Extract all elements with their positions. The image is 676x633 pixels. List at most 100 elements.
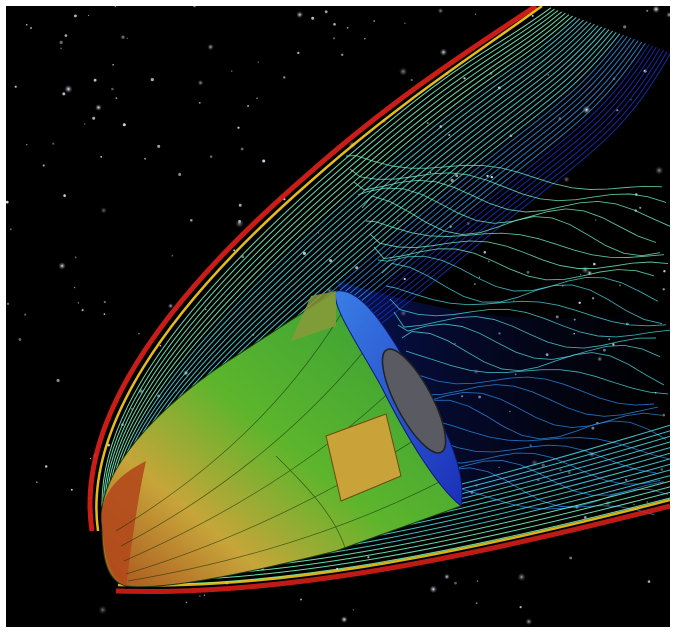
star xyxy=(583,516,587,519)
streamline-wake xyxy=(389,298,670,338)
star xyxy=(100,207,107,214)
star xyxy=(92,116,96,120)
star xyxy=(517,572,526,582)
star xyxy=(42,164,45,167)
reentry-vehicle xyxy=(100,290,463,588)
star xyxy=(159,344,162,347)
star xyxy=(397,219,399,221)
star xyxy=(58,262,66,270)
star xyxy=(56,378,60,383)
star xyxy=(448,134,451,136)
star xyxy=(74,256,77,259)
star xyxy=(329,259,333,263)
star xyxy=(483,251,487,254)
star xyxy=(283,76,286,79)
star xyxy=(463,77,466,80)
star xyxy=(193,6,196,8)
star xyxy=(197,79,204,86)
star xyxy=(296,11,304,19)
star xyxy=(569,556,573,560)
star xyxy=(373,20,376,22)
star xyxy=(6,200,9,204)
star xyxy=(547,74,549,76)
star xyxy=(655,166,664,175)
star xyxy=(207,43,214,51)
star xyxy=(399,67,408,76)
star xyxy=(427,122,429,124)
star xyxy=(618,284,621,287)
star xyxy=(646,9,649,12)
star xyxy=(475,602,478,605)
star xyxy=(103,300,106,304)
star xyxy=(93,78,97,82)
star xyxy=(623,25,627,29)
star xyxy=(247,104,250,108)
star xyxy=(235,219,244,228)
star xyxy=(121,35,125,39)
star xyxy=(444,573,450,580)
streamline-wake xyxy=(405,350,669,395)
star xyxy=(490,175,493,179)
streamline-upper xyxy=(110,16,577,523)
cfd-visualization xyxy=(6,6,670,625)
star xyxy=(332,37,336,40)
star xyxy=(666,11,670,18)
star xyxy=(205,308,207,311)
streamline-wake xyxy=(425,415,670,460)
star xyxy=(525,618,533,625)
streamline-wake xyxy=(381,262,663,325)
star xyxy=(24,313,27,316)
star xyxy=(580,274,582,276)
star xyxy=(100,156,103,158)
heat-shield-nose xyxy=(101,461,146,586)
star xyxy=(126,37,129,39)
base-hatch xyxy=(381,348,447,454)
streamline-wake xyxy=(421,399,667,440)
streamline-wake xyxy=(357,187,657,243)
star xyxy=(513,300,515,302)
star xyxy=(340,616,348,623)
star xyxy=(64,85,73,93)
star xyxy=(18,338,22,341)
star xyxy=(114,6,116,8)
streamline-wake xyxy=(353,179,670,227)
star xyxy=(352,609,355,611)
star xyxy=(84,123,86,125)
star xyxy=(167,303,174,309)
bow-shock-edge xyxy=(87,6,538,532)
star xyxy=(581,265,590,274)
star xyxy=(639,206,642,209)
star xyxy=(233,249,236,252)
star xyxy=(474,13,477,15)
streamline-wake xyxy=(401,331,665,386)
star xyxy=(257,61,260,63)
streamline-wake xyxy=(445,480,655,516)
side-panel xyxy=(325,413,402,502)
star xyxy=(150,78,154,82)
star xyxy=(578,301,581,304)
star xyxy=(633,503,635,506)
streamline-upper xyxy=(109,15,573,523)
star xyxy=(478,276,481,278)
star xyxy=(171,254,174,257)
streamline-upper xyxy=(107,12,566,524)
star xyxy=(297,51,300,55)
bow-shock-inner-edge xyxy=(95,6,543,532)
star xyxy=(52,142,55,145)
star xyxy=(122,123,126,127)
star xyxy=(237,126,240,129)
star xyxy=(111,87,114,91)
streamline-wake xyxy=(393,311,657,349)
star xyxy=(64,34,68,37)
star xyxy=(487,260,490,263)
streamline-wake xyxy=(397,323,661,360)
star xyxy=(209,155,213,158)
star xyxy=(138,333,140,335)
star xyxy=(486,174,489,177)
star xyxy=(439,48,448,56)
star xyxy=(429,585,438,593)
star xyxy=(14,85,17,88)
star xyxy=(300,598,302,601)
star xyxy=(455,174,459,178)
star xyxy=(89,457,92,459)
